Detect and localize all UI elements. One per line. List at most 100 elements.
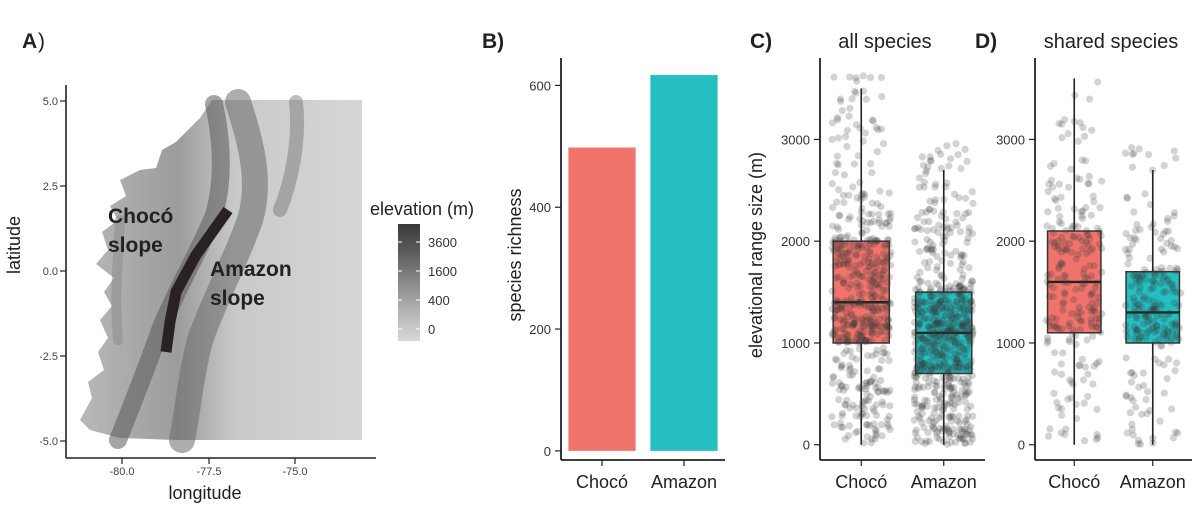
data-point bbox=[955, 434, 964, 443]
data-point bbox=[859, 323, 867, 331]
data-point bbox=[1056, 212, 1064, 221]
data-point bbox=[958, 299, 966, 307]
data-point bbox=[873, 237, 882, 245]
data-point bbox=[918, 419, 926, 427]
data-point bbox=[1052, 322, 1060, 330]
data-point bbox=[1151, 270, 1159, 279]
data-point bbox=[954, 290, 963, 299]
data-point bbox=[1128, 368, 1136, 377]
data-point bbox=[1059, 260, 1067, 268]
data-point bbox=[1162, 334, 1171, 343]
data-point bbox=[941, 333, 949, 341]
bar-y-tick-label: 400 bbox=[529, 200, 551, 215]
data-point bbox=[950, 190, 959, 198]
data-point bbox=[967, 402, 975, 410]
data-point bbox=[859, 273, 867, 281]
data-point bbox=[911, 332, 919, 340]
data-point bbox=[937, 272, 945, 280]
data-point bbox=[955, 304, 964, 312]
data-point bbox=[870, 297, 878, 305]
data-point bbox=[954, 363, 962, 371]
data-point bbox=[912, 426, 920, 434]
data-point bbox=[1149, 434, 1157, 442]
data-point bbox=[929, 292, 937, 301]
data-point bbox=[911, 328, 919, 336]
data-point bbox=[875, 219, 883, 227]
data-point bbox=[947, 417, 955, 425]
data-point bbox=[859, 258, 868, 266]
data-point bbox=[927, 297, 935, 305]
data-point bbox=[966, 438, 974, 446]
data-point bbox=[1175, 335, 1183, 343]
data-point bbox=[834, 333, 842, 341]
data-point bbox=[1049, 293, 1057, 301]
data-point bbox=[1129, 294, 1138, 302]
data-point bbox=[859, 87, 868, 95]
data-point bbox=[1085, 179, 1093, 188]
data-point bbox=[965, 426, 973, 434]
data-point bbox=[1071, 331, 1080, 340]
data-point bbox=[954, 431, 962, 439]
data-point bbox=[884, 316, 893, 324]
data-point bbox=[964, 317, 972, 325]
data-point bbox=[931, 199, 939, 207]
data-point bbox=[948, 313, 956, 322]
data-point bbox=[845, 284, 853, 292]
data-point bbox=[1138, 410, 1146, 418]
data-point bbox=[868, 352, 876, 360]
data-point bbox=[958, 295, 966, 303]
data-point bbox=[833, 244, 841, 252]
data-point bbox=[957, 434, 965, 443]
data-point bbox=[1078, 317, 1086, 325]
data-point bbox=[931, 362, 939, 370]
data-point bbox=[1163, 277, 1172, 285]
data-point bbox=[951, 350, 959, 358]
data-point bbox=[965, 224, 973, 232]
data-point bbox=[968, 331, 977, 340]
data-point bbox=[961, 388, 969, 396]
data-point bbox=[1143, 409, 1151, 418]
data-point bbox=[939, 374, 947, 382]
data-point bbox=[912, 355, 921, 363]
data-point bbox=[961, 439, 969, 447]
data-point bbox=[850, 160, 858, 168]
data-point bbox=[1095, 357, 1103, 366]
data-point bbox=[855, 240, 863, 248]
data-point bbox=[1059, 300, 1067, 308]
data-point bbox=[1059, 349, 1067, 357]
data-point bbox=[947, 393, 955, 401]
data-point bbox=[1078, 215, 1087, 223]
data-point bbox=[1151, 279, 1160, 287]
data-point bbox=[844, 232, 852, 240]
data-point bbox=[921, 374, 930, 382]
data-point bbox=[945, 382, 953, 391]
data-point bbox=[944, 379, 952, 388]
data-point bbox=[850, 319, 858, 327]
data-point bbox=[1168, 333, 1176, 342]
panel-d-title: shared species bbox=[1044, 31, 1179, 53]
data-point bbox=[833, 301, 841, 309]
data-point bbox=[920, 183, 928, 191]
legend-label: 3600 bbox=[428, 235, 457, 250]
data-point bbox=[859, 72, 867, 80]
data-point bbox=[954, 394, 962, 403]
data-point bbox=[855, 384, 863, 392]
data-point bbox=[947, 412, 956, 420]
data-point bbox=[879, 401, 887, 409]
data-point bbox=[921, 169, 930, 178]
data-point bbox=[872, 236, 880, 244]
data-point bbox=[938, 257, 946, 265]
data-point bbox=[1132, 325, 1141, 333]
data-point bbox=[1042, 316, 1050, 324]
data-point bbox=[1147, 223, 1155, 231]
data-point bbox=[1144, 388, 1152, 396]
data-point bbox=[946, 282, 954, 290]
data-point bbox=[828, 135, 836, 143]
data-point bbox=[1078, 279, 1087, 287]
data-point bbox=[932, 279, 940, 287]
data-point bbox=[935, 300, 943, 308]
data-point bbox=[969, 435, 977, 443]
data-point bbox=[842, 309, 850, 317]
data-point bbox=[868, 304, 876, 312]
